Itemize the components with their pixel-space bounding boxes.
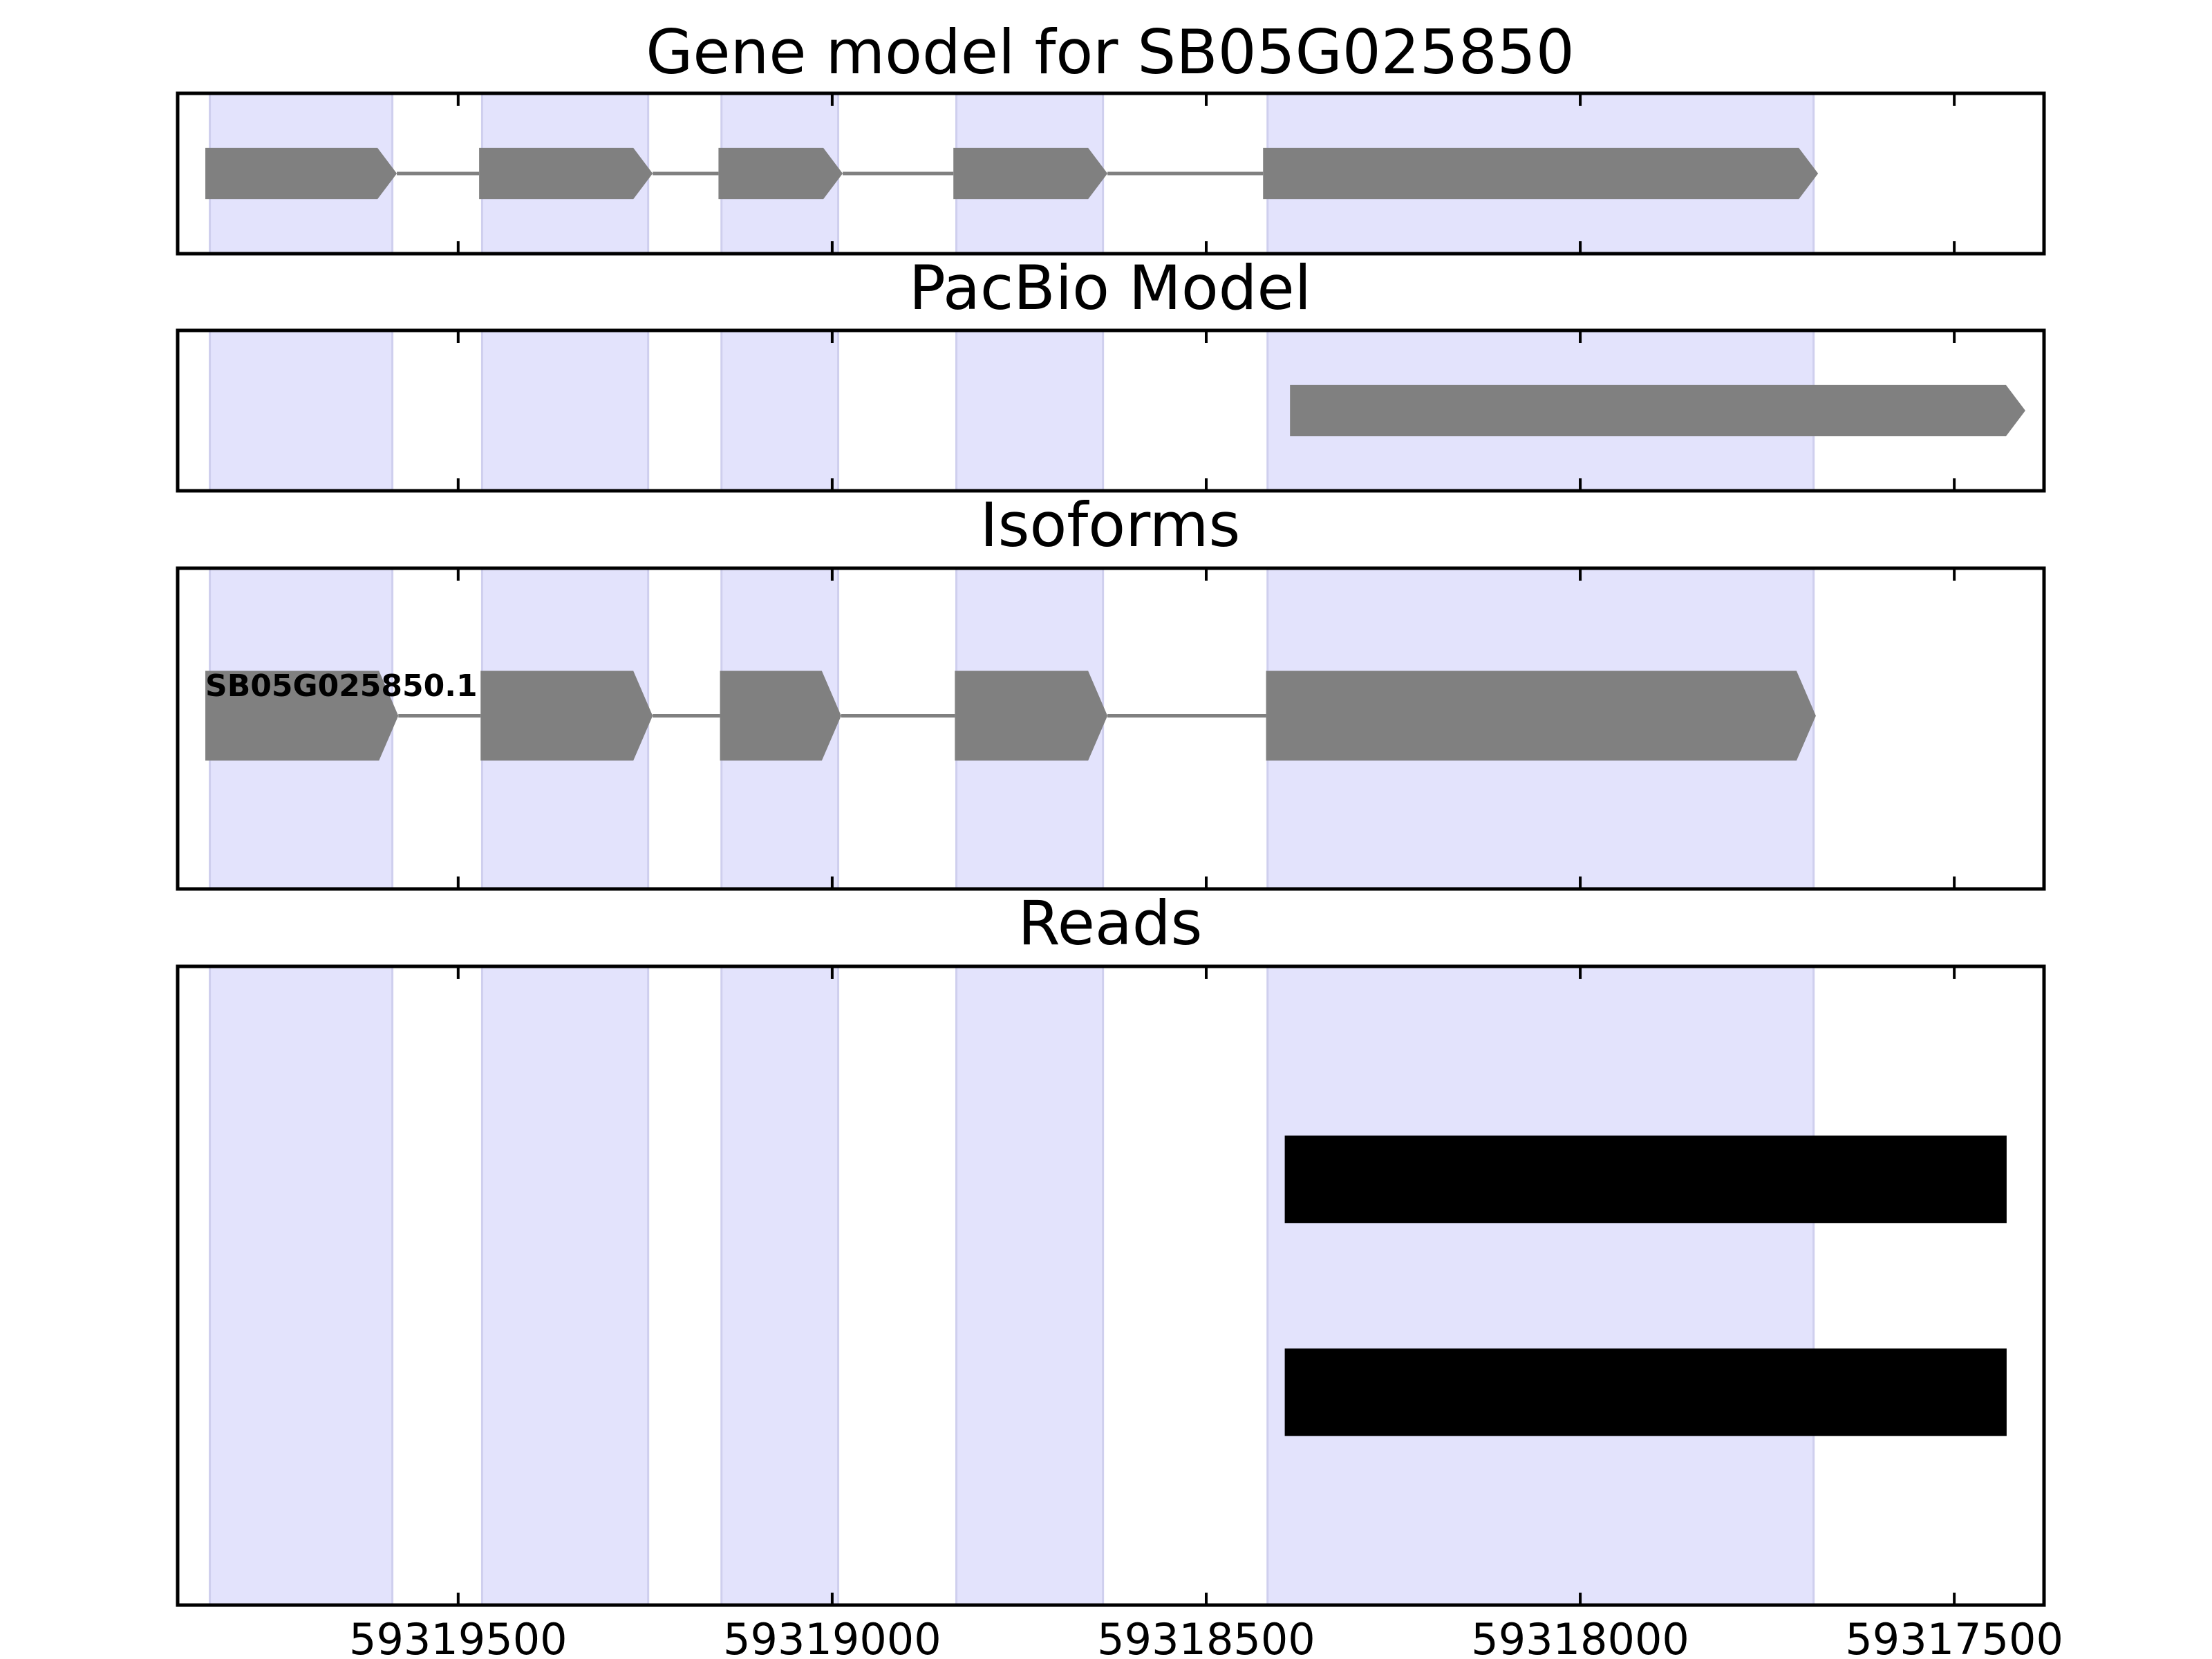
exon-region-shade xyxy=(480,965,650,1606)
exon-arrow xyxy=(1266,671,1816,761)
exon-arrow xyxy=(955,671,1108,761)
tick-label: 59319500 xyxy=(349,1614,568,1659)
panel-gene-model: Gene model for SB05G025850 xyxy=(176,17,2046,256)
exon-arrow xyxy=(205,147,397,200)
exon-region-shade xyxy=(720,965,840,1606)
panel-isoforms: Isoforms SB05G025850.1 xyxy=(176,489,2046,891)
panel-title-gene-model: Gene model for SB05G025850 xyxy=(646,17,1575,88)
panel-title-isoforms: Isoforms xyxy=(980,489,1241,561)
panel-reads: Reads xyxy=(176,888,2046,1607)
exon-region-shade xyxy=(955,329,1105,492)
exon-region-shade xyxy=(209,965,394,1606)
panel-title-pacbio-model: PacBio Model xyxy=(909,252,1311,324)
exon-region-shade xyxy=(720,329,840,492)
exon-region-shade xyxy=(955,965,1105,1606)
x-axis-tick-labels: 59319500 59319000 59318500 59318000 5931… xyxy=(349,1614,2063,1659)
panel-frame-reads xyxy=(176,964,2046,1607)
tick-label: 59317500 xyxy=(1845,1614,2063,1659)
exon-arrow xyxy=(953,147,1108,200)
exon-arrow xyxy=(480,671,653,761)
exon-arrow xyxy=(718,147,843,200)
panel-frame-pacbio-model xyxy=(176,328,2046,493)
exon-arrow xyxy=(1263,147,1819,200)
exon-arrow xyxy=(479,147,653,200)
exon-arrow xyxy=(1290,384,2025,437)
read-bar xyxy=(1284,1135,2007,1224)
exon-arrow xyxy=(205,671,399,761)
tick-label: 59318500 xyxy=(1097,1614,1315,1659)
panel-pacbio-model: PacBio Model xyxy=(176,252,2046,493)
exon-region-shade xyxy=(1266,965,1815,1606)
panel-frame-isoforms xyxy=(176,566,2046,891)
exon-arrow xyxy=(720,671,841,761)
panel-frame-gene-model xyxy=(176,91,2046,256)
tick-label: 59319000 xyxy=(723,1614,941,1659)
isoform-label: SB05G025850.1 xyxy=(205,668,478,704)
panel-title-reads: Reads xyxy=(1018,888,1203,959)
exon-region-shade xyxy=(209,329,394,492)
tick-label: 59318000 xyxy=(1471,1614,1689,1659)
read-bar xyxy=(1284,1348,2007,1436)
exon-region-shade xyxy=(480,329,650,492)
